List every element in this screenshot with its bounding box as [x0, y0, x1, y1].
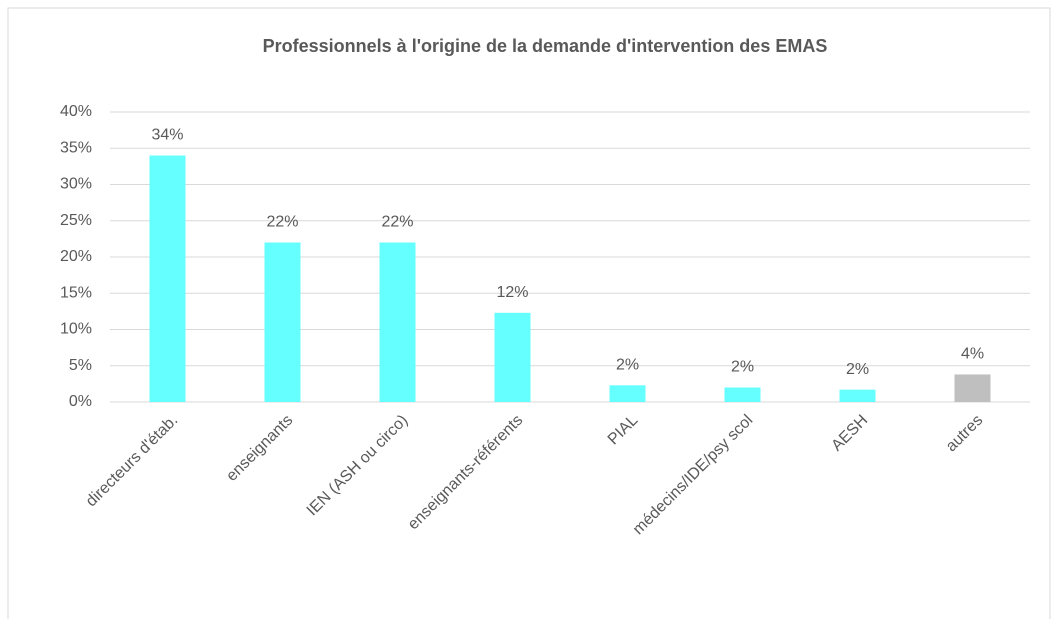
data-label: 2% [731, 359, 754, 376]
y-tick-label: 5% [69, 357, 92, 374]
bar [724, 387, 761, 402]
data-label: 2% [846, 361, 869, 378]
y-tick-label: 30% [60, 176, 92, 193]
chart-title: Professionnels à l'origine de la demande… [263, 36, 828, 56]
data-label: 4% [961, 346, 984, 363]
bar [609, 385, 646, 402]
bar [264, 242, 301, 402]
data-label: 22% [266, 214, 298, 231]
y-tick-label: 25% [60, 212, 92, 229]
data-label: 34% [151, 127, 183, 144]
y-tick-label: 15% [60, 284, 92, 301]
data-label: 22% [381, 214, 413, 231]
data-label: 2% [616, 357, 639, 374]
data-label: 12% [496, 284, 528, 301]
bar [954, 374, 991, 402]
y-tick-label: 0% [69, 393, 92, 410]
bar [494, 312, 531, 402]
y-tick-label: 10% [60, 321, 92, 338]
bar [839, 389, 876, 402]
bar [149, 155, 186, 402]
bar [379, 242, 416, 402]
y-tick-label: 35% [60, 139, 92, 156]
y-tick-label: 20% [60, 248, 92, 265]
y-tick-label: 40% [60, 103, 92, 120]
